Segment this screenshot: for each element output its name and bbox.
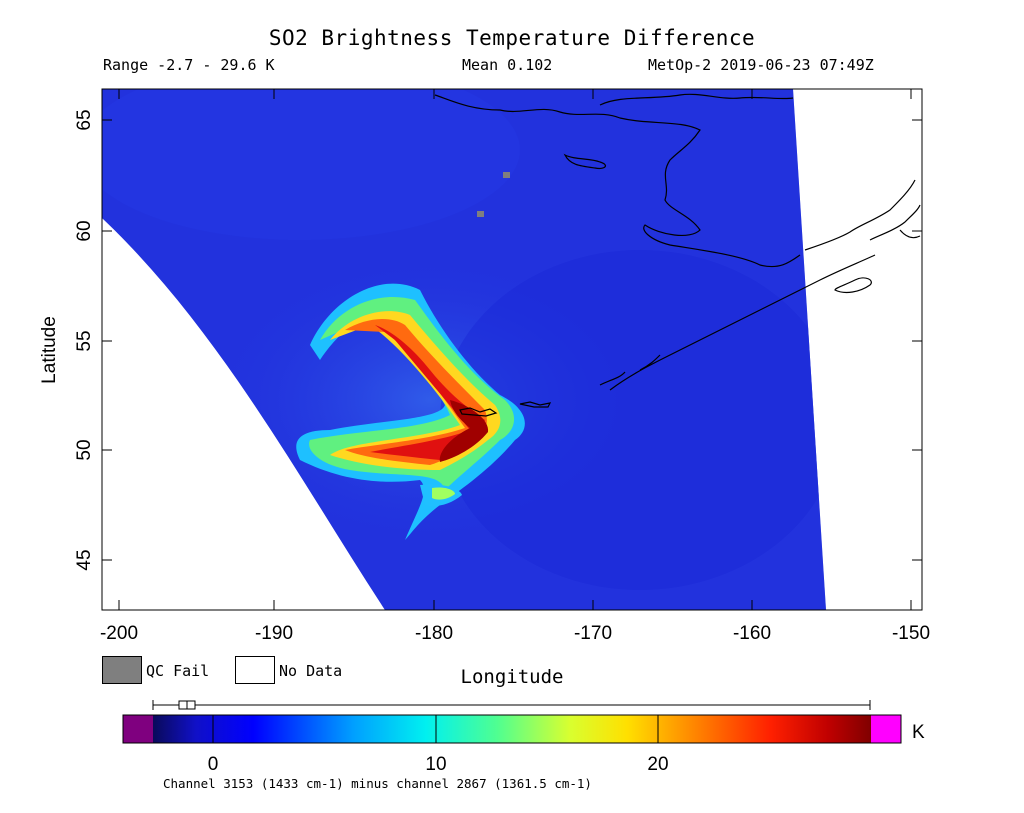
qc-fail-label: QC Fail <box>146 662 210 680</box>
mean-readout: Mean 0.102 <box>462 56 553 74</box>
satellite-time-readout: MetOp-2 2019-06-23 07:49Z <box>648 56 874 74</box>
x-tick-label: -150 <box>892 623 930 644</box>
no-data-label: No Data <box>279 662 343 680</box>
satellite-swath <box>102 89 921 610</box>
channel-footer: Channel 3153 (1433 cm-1) minus channel 2… <box>163 776 592 791</box>
x-axis-label: Longitude <box>461 666 564 688</box>
y-tick-label: 45 <box>74 549 95 570</box>
qc-fail-swatch <box>102 656 142 684</box>
x-tick-label: -190 <box>255 623 293 644</box>
x-tick-label: -170 <box>574 623 612 644</box>
coastline <box>434 93 921 417</box>
range-readout: Range -2.7 - 29.6 K <box>103 56 275 74</box>
y-tick-label: 55 <box>74 330 95 351</box>
chart-title: SO2 Brightness Temperature Difference <box>268 26 756 50</box>
tick-marks <box>102 89 922 610</box>
qc-fail-pixel <box>477 211 484 217</box>
range-marker <box>152 700 871 710</box>
colorbar-over <box>871 715 901 743</box>
y-tick-label: 60 <box>74 220 95 241</box>
x-tick-label: -180 <box>415 623 453 644</box>
x-tick-label: -160 <box>733 623 771 644</box>
plot-frame <box>101 88 923 611</box>
colorbar-tick-label: 20 <box>647 754 668 775</box>
colorbar-tick-label: 10 <box>425 754 446 775</box>
colorbar-under <box>123 715 153 743</box>
x-tick-label: -200 <box>100 623 138 644</box>
colorbar <box>122 714 902 744</box>
qc-fail-pixel <box>503 172 510 178</box>
colorbar-unit: K <box>912 722 925 743</box>
colorbar-tick-label: 0 <box>208 754 219 775</box>
y-axis-label: Latitude <box>39 316 60 384</box>
colorbar-scale <box>153 715 871 743</box>
y-tick-label: 50 <box>74 439 95 460</box>
no-data-swatch <box>235 656 275 684</box>
y-tick-label: 65 <box>74 109 95 130</box>
